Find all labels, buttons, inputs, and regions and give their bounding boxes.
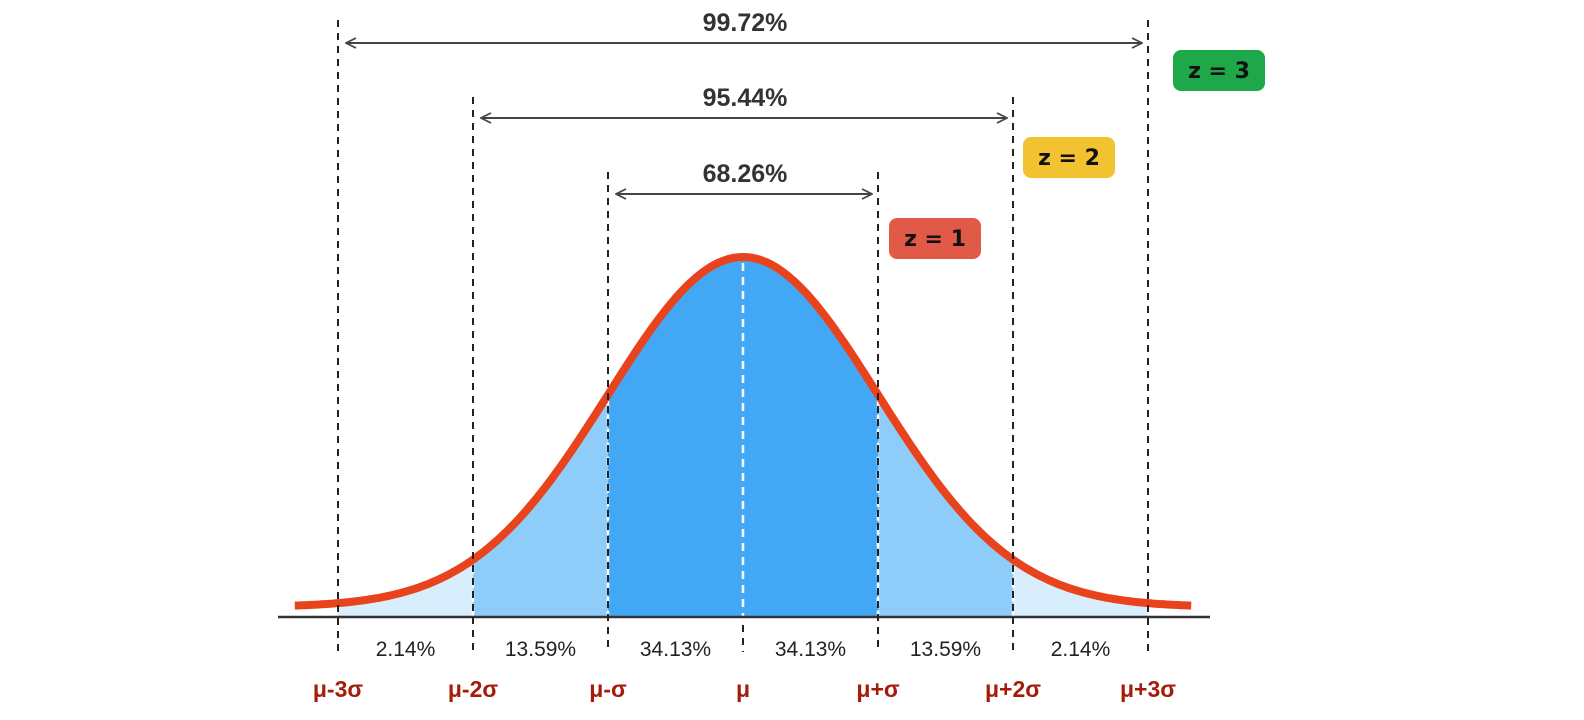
- range-percent-label: 68.26%: [703, 160, 788, 188]
- z-badge-label: z = 3: [1188, 59, 1250, 84]
- segment-percent-label: 13.59%: [910, 638, 981, 661]
- axis-sigma-label: μ+3σ: [1120, 676, 1176, 702]
- axis-sigma-label: μ: [736, 676, 750, 702]
- segment-percent-label: 2.14%: [1051, 638, 1111, 661]
- axis-sigma-label: μ+σ: [856, 676, 900, 702]
- z-badge-label: z = 1: [904, 227, 966, 252]
- axis-sigma-label: μ-σ: [589, 676, 627, 702]
- segment-percent-label: 34.13%: [640, 638, 711, 661]
- segment-percent-label: 13.59%: [505, 638, 576, 661]
- range-percent-label: 99.72%: [703, 9, 788, 37]
- z-badge-1: [889, 218, 981, 259]
- segment-percent-label: 34.13%: [775, 638, 846, 661]
- area-segment-3: [743, 257, 878, 616]
- axis-sigma-label: μ-2σ: [448, 676, 499, 702]
- z-badge-3: [1173, 50, 1265, 91]
- axis-sigma-label: μ+2σ: [985, 676, 1041, 702]
- area-segment-2: [608, 257, 743, 616]
- range-percent-label: 95.44%: [703, 84, 788, 112]
- z-badge-2: [1023, 137, 1115, 178]
- axis-sigma-label: μ-3σ: [313, 676, 364, 702]
- z-badge-label: z = 2: [1038, 146, 1100, 171]
- segment-percent-label: 2.14%: [376, 638, 436, 661]
- bell-curve: [293, 253, 1193, 610]
